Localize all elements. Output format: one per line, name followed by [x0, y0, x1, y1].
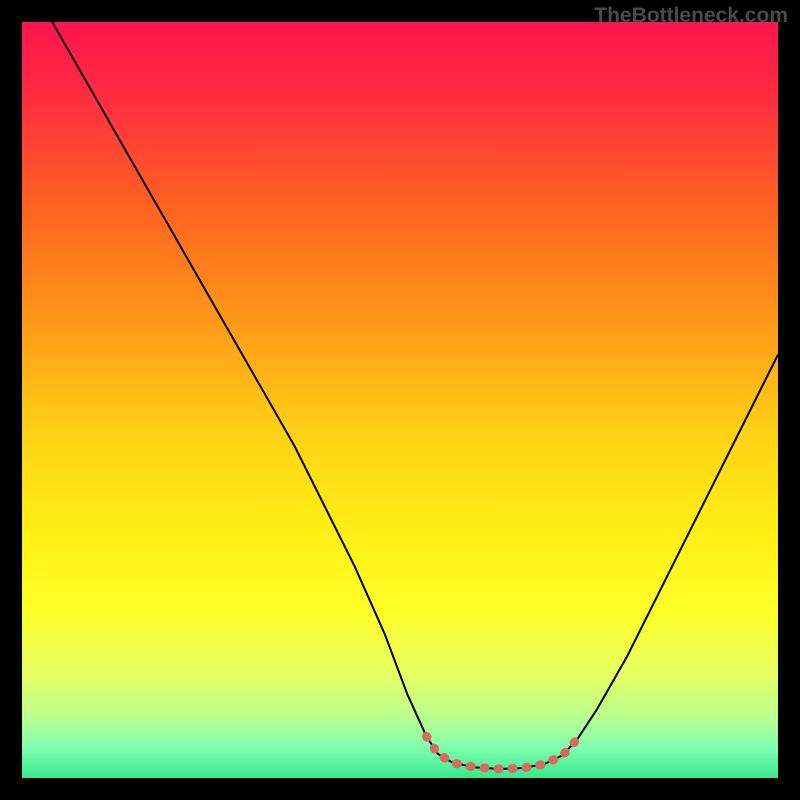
gradient-background	[22, 22, 778, 778]
chart-container: TheBottleneck.com	[0, 0, 800, 800]
plot-area	[22, 22, 778, 778]
watermark-text: TheBottleneck.com	[594, 4, 788, 28]
plot-svg	[22, 22, 778, 778]
